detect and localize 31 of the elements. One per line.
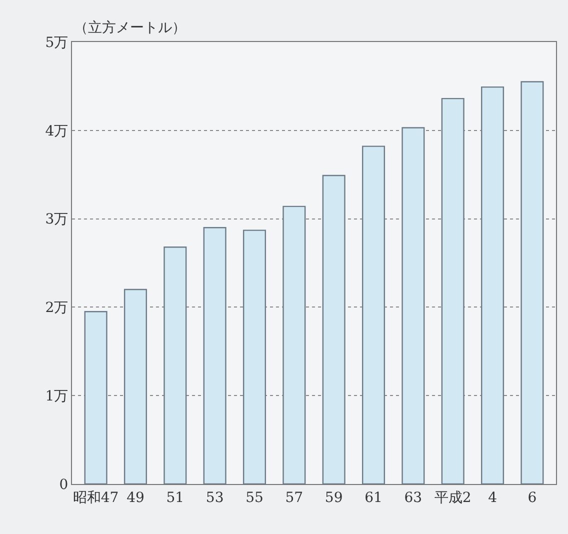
x-tick-label: 61 bbox=[364, 490, 382, 506]
bar bbox=[242, 230, 266, 484]
bar bbox=[441, 98, 464, 484]
x-tick-label: 49 bbox=[126, 490, 144, 506]
y-tick-label: 0 bbox=[59, 476, 68, 493]
y-tick-label: 3万 bbox=[45, 212, 68, 228]
bar bbox=[84, 311, 108, 484]
x-tick-label: 59 bbox=[324, 490, 343, 506]
bar bbox=[282, 206, 306, 484]
x-tick-label: 51 bbox=[166, 490, 184, 506]
bar bbox=[520, 81, 544, 484]
x-tick-label: 63 bbox=[404, 490, 422, 506]
bar bbox=[362, 146, 386, 484]
x-tick-label: 6 bbox=[528, 490, 537, 506]
y-tick-label: 5万 bbox=[45, 34, 68, 51]
bar bbox=[164, 246, 187, 484]
y-tick-label: 2万 bbox=[45, 300, 68, 316]
bar bbox=[402, 127, 425, 484]
x-tick-label: 57 bbox=[285, 490, 304, 506]
bar bbox=[203, 227, 226, 484]
y-tick-label: 1万 bbox=[45, 388, 68, 404]
y-tick-label: 4万 bbox=[45, 123, 68, 140]
bar bbox=[124, 288, 147, 484]
bar bbox=[481, 86, 504, 484]
x-tick-label: 4 bbox=[488, 490, 498, 506]
y-axis-title: （立方メートル） bbox=[74, 20, 186, 36]
x-tick-label: 平成2 bbox=[434, 490, 472, 506]
bar bbox=[322, 174, 346, 484]
x-tick-label: 55 bbox=[246, 490, 264, 506]
x-tick-label: 昭和47 bbox=[72, 490, 119, 506]
x-tick-label: 53 bbox=[206, 490, 224, 506]
